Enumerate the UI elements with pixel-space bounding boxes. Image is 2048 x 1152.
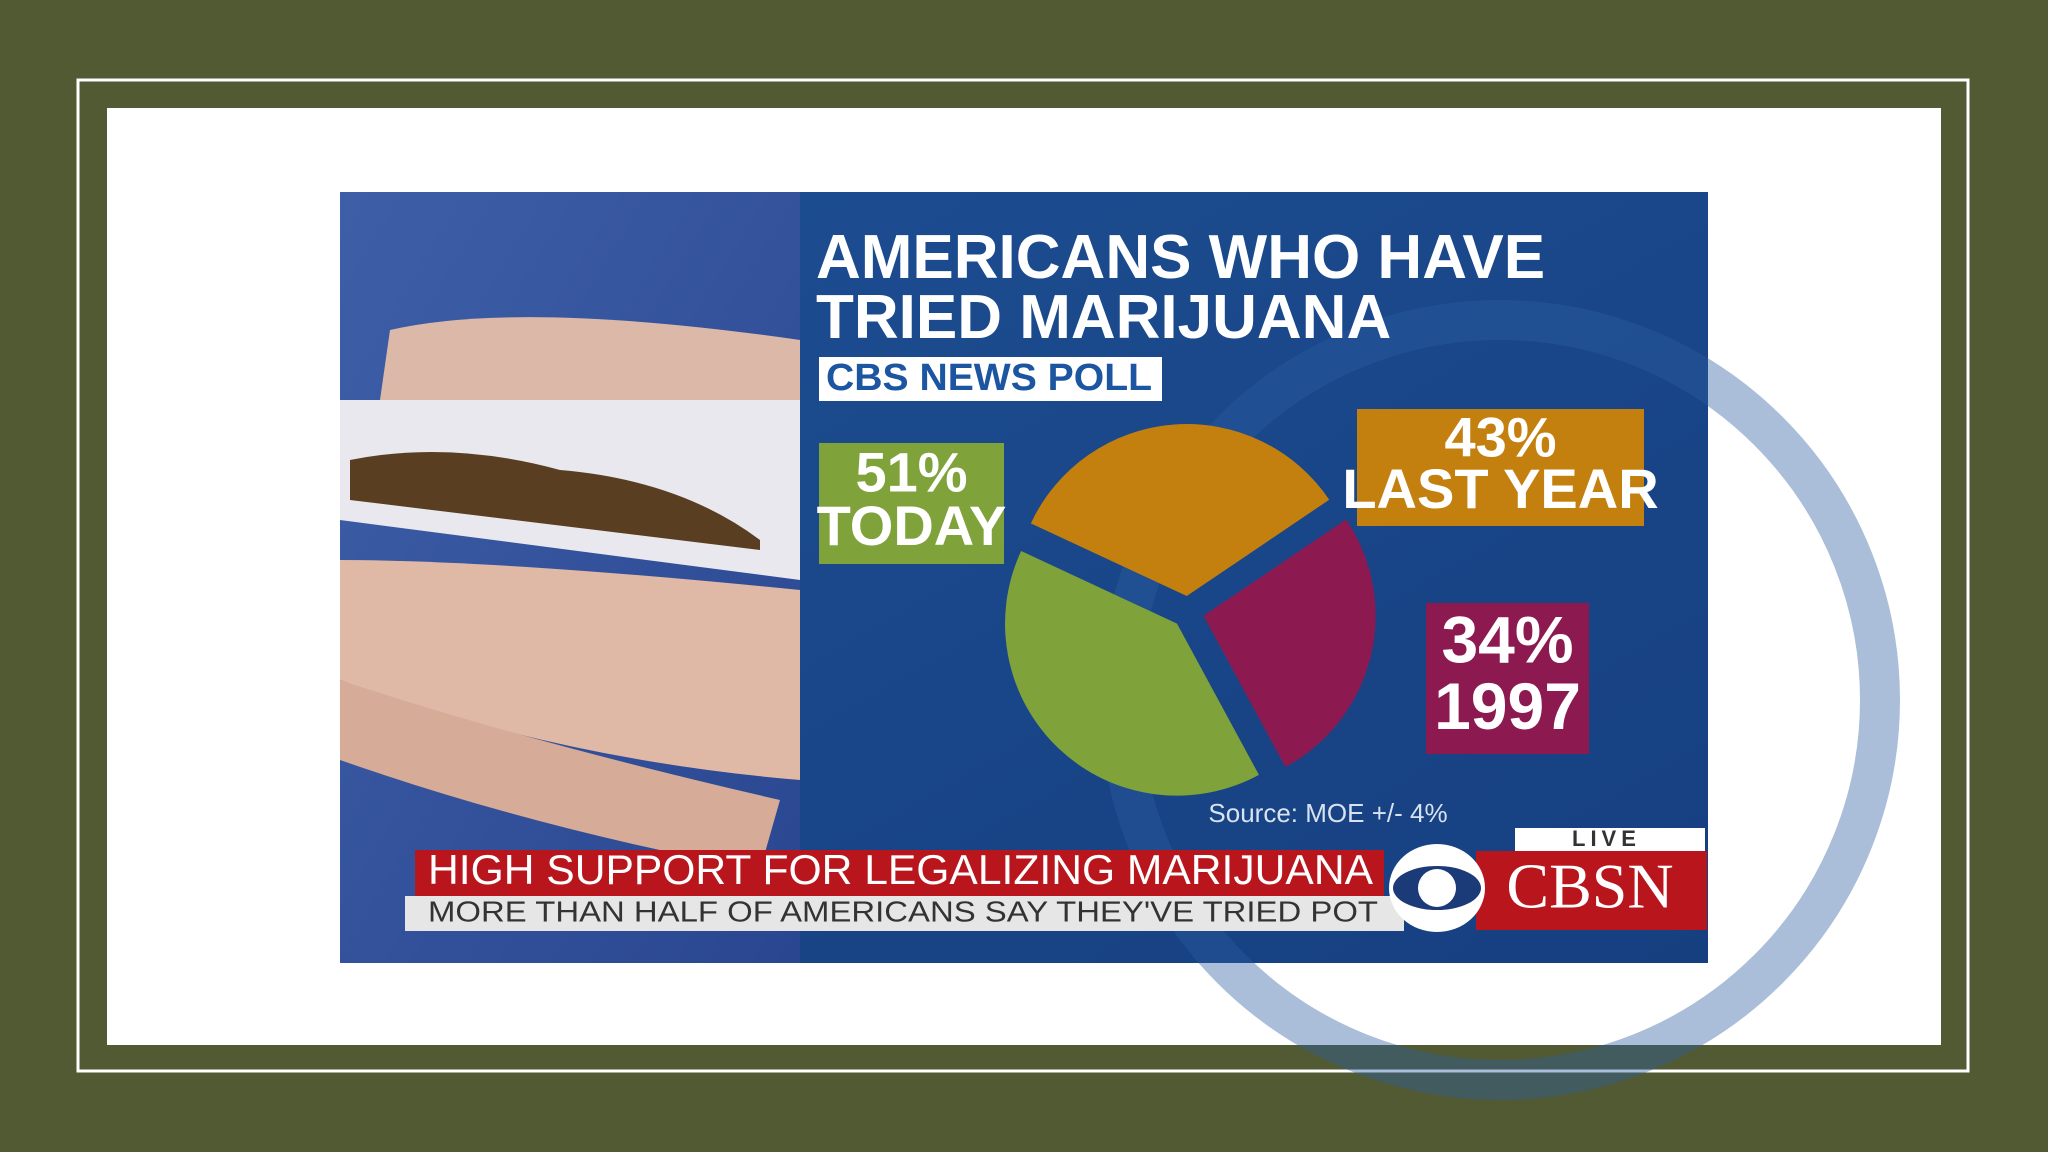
- headline-bar: [415, 850, 1384, 896]
- ticker: HIGH SUPPORT FOR LEGALIZING MARIJUANA MO…: [405, 826, 1707, 932]
- category-label: 1997: [1434, 669, 1581, 743]
- photo: [340, 192, 800, 963]
- source-note: Source: MOE +/- 4%: [1208, 798, 1447, 828]
- live-label: LIVE: [1572, 826, 1641, 851]
- chart-title-line2: TRIED MARIJUANA: [816, 283, 1391, 352]
- network-box: [1476, 851, 1707, 930]
- label-box: [1357, 409, 1644, 526]
- label-box: [819, 443, 1004, 564]
- category-label: TODAY: [817, 494, 1007, 557]
- frame-line: [76, 78, 1970, 1073]
- subline-bar: [405, 896, 1404, 931]
- pie-slice: [1005, 550, 1259, 796]
- live-box: [1515, 828, 1705, 851]
- value-label: 34%: [1441, 603, 1573, 677]
- subtitle-box: [819, 357, 1162, 401]
- network-label: CBSN: [1506, 851, 1673, 922]
- pie-slice: [1030, 424, 1330, 597]
- chart-subtitle: CBS NEWS POLL: [826, 357, 1152, 399]
- value-label: 43%: [1444, 406, 1556, 469]
- headline: HIGH SUPPORT FOR LEGALIZING MARIJUANA: [428, 846, 1373, 893]
- value-label: 51%: [855, 441, 967, 504]
- chart-title-line: AMERICANS WHO HAVE TRIED MARIJUANA: [816, 223, 1545, 352]
- category-label: LAST YEAR: [1342, 457, 1658, 520]
- chart-title: AMERICANS WHO HAVE: [816, 223, 1545, 292]
- pie-slice: [1203, 519, 1376, 768]
- subline: MORE THAN HALF OF AMERICANS SAY THEY'VE …: [428, 897, 1378, 929]
- label-box: [1426, 603, 1589, 754]
- eye-logo-pupil: [1418, 869, 1456, 907]
